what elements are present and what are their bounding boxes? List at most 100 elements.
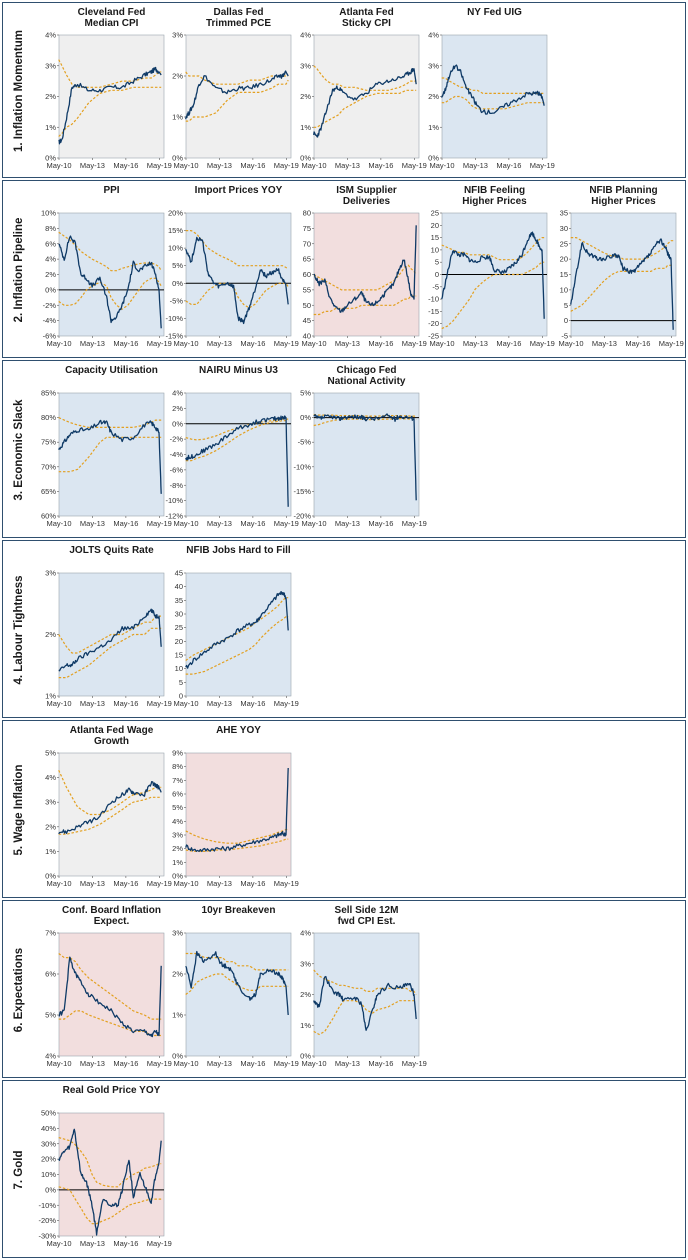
chart-title: NFIB Feeling — [464, 185, 525, 196]
y-tick-label: 45 — [175, 569, 183, 578]
band-upper-line — [441, 237, 545, 261]
y-tick-label: 10 — [431, 245, 439, 254]
y-tick-label: 0% — [172, 1052, 183, 1061]
x-tick-label: May-13 — [335, 161, 360, 170]
y-tick-label: 2% — [45, 92, 56, 101]
y-tick-label: 2% — [300, 990, 311, 999]
band-lower-line — [441, 261, 545, 330]
chart: NAIRU Minus U3 -12% -10% -8% -6% -4% -2% 0% 2% 4%… — [165, 365, 298, 528]
y-tick-label: -15% — [293, 487, 311, 496]
y-tick-label: 3% — [172, 831, 183, 840]
y-tick-label: 65 — [303, 255, 311, 264]
x-tick-label: May-19 — [274, 1059, 299, 1068]
series-line — [441, 231, 545, 319]
y-tick-label: 3% — [428, 61, 439, 70]
y-tick-label: -4% — [43, 316, 57, 325]
chart: JOLTS Quits Rate 1% 2% 3% May-10 May-13 May-16… — [45, 545, 172, 708]
x-tick-label: May-10 — [301, 1059, 326, 1068]
x-tick-label: May-13 — [207, 161, 232, 170]
y-tick-label: 30 — [560, 224, 568, 233]
x-tick-label: May-19 — [274, 339, 299, 348]
band-upper-line — [58, 1137, 162, 1188]
section-panel: 3. Economic Slack Capacity Utilisation 60%… — [2, 360, 686, 538]
y-tick-label: -25 — [428, 332, 439, 341]
y-tick-label: -20 — [428, 319, 439, 328]
series-line — [58, 66, 162, 145]
band-lower-line — [313, 417, 417, 427]
x-tick-label: May-16 — [113, 699, 138, 708]
plot-area — [185, 572, 292, 697]
x-tick-label: May-10 — [46, 161, 71, 170]
y-tick-label: 1% — [300, 1021, 311, 1030]
y-tick-label: 75 — [303, 224, 311, 233]
band-lower-line — [185, 282, 289, 309]
x-tick-label: May-19 — [530, 339, 555, 348]
y-tick-label: -10% — [38, 1201, 56, 1210]
y-tick-label: 2% — [45, 630, 56, 639]
x-tick-label: May-16 — [496, 161, 521, 170]
plot-area — [185, 932, 292, 1057]
chart-title: Conf. Board Inflation — [62, 905, 161, 916]
series-line — [185, 415, 289, 507]
chart-title: Capacity Utilisation — [65, 365, 158, 376]
x-tick-label: May-10 — [173, 339, 198, 348]
y-tick-label: 15% — [168, 226, 183, 235]
section-panel: 4. Labour Tightness JOLTS Quits Rate 1% 2% 3… — [2, 540, 686, 718]
band-lower-line — [185, 420, 289, 462]
plot-area — [185, 752, 292, 877]
x-tick-label: May-13 — [207, 699, 232, 708]
y-tick-label: -6% — [43, 332, 57, 341]
y-tick-label: -20% — [293, 512, 311, 521]
series-line — [58, 419, 162, 494]
y-tick-label: 5% — [45, 1011, 56, 1020]
chart-title: 10yr Breakeven — [202, 905, 276, 916]
section-label-column: 7. Gold — [3, 1081, 33, 1257]
y-tick-label: 3% — [45, 798, 56, 807]
y-tick-label: -12% — [165, 512, 183, 521]
y-tick-label: 0% — [172, 154, 183, 163]
y-tick-label: 2% — [428, 92, 439, 101]
plot-area — [570, 212, 677, 337]
chart: 10yr Breakeven 0% 1% 2% 3% May-10 May-13 May-16… — [172, 905, 299, 1068]
y-tick-label: 45 — [303, 316, 311, 325]
chart: NFIB Jobs Hard to Fill 0 5 10 15 20 25 30 35 40 45… — [173, 545, 298, 708]
y-tick-label: 10% — [41, 209, 56, 218]
section-panel: 1. Inflation Momentum Cleveland Fed Median… — [2, 2, 686, 178]
plot-area — [313, 212, 420, 337]
x-tick-label: May-19 — [659, 339, 684, 348]
plot-area — [58, 34, 165, 159]
band-lower-line — [185, 973, 289, 995]
y-tick-label: 3% — [300, 959, 311, 968]
section-label: 5. Wage Inflation — [13, 765, 25, 856]
chart-title: Import Prices YOY — [195, 185, 283, 196]
chart-title: Sell Side 12M — [335, 905, 399, 916]
y-tick-label: -10% — [165, 314, 183, 323]
band-lower-line — [58, 277, 162, 310]
plot-area — [58, 932, 165, 1057]
y-tick-label: 3% — [300, 61, 311, 70]
chart: AHE YOY 0% 1% 2% 3% 4% 5% 6% 7% 8% 9% May-10 May-13 M… — [172, 725, 299, 888]
y-tick-label: 0% — [428, 154, 439, 163]
x-tick-label: May-16 — [368, 339, 393, 348]
plot-area — [185, 392, 292, 517]
y-tick-label: 2% — [172, 970, 183, 979]
y-tick-label: 5% — [45, 749, 56, 758]
x-tick-label: May-16 — [625, 339, 650, 348]
y-tick-label: 75% — [41, 438, 56, 447]
x-tick-label: May-16 — [368, 519, 393, 528]
band-upper-line — [185, 828, 289, 844]
y-tick-label: 20 — [560, 255, 568, 264]
y-tick-label: 5% — [172, 803, 183, 812]
band-lower-line — [185, 838, 289, 852]
y-tick-label: -8% — [170, 481, 184, 490]
x-tick-label: May-10 — [46, 1059, 71, 1068]
y-tick-label: 0% — [45, 1185, 56, 1194]
chart-title: JOLTS Quits Rate — [69, 545, 154, 556]
x-tick-label: May-10 — [173, 1059, 198, 1068]
y-tick-label: 10 — [560, 285, 568, 294]
x-tick-label: May-10 — [46, 699, 71, 708]
y-tick-label: 0% — [172, 872, 183, 881]
section-panel: 6. Expectations Conf. Board Inflation Expe… — [2, 900, 686, 1078]
band-lower-line — [185, 79, 289, 122]
